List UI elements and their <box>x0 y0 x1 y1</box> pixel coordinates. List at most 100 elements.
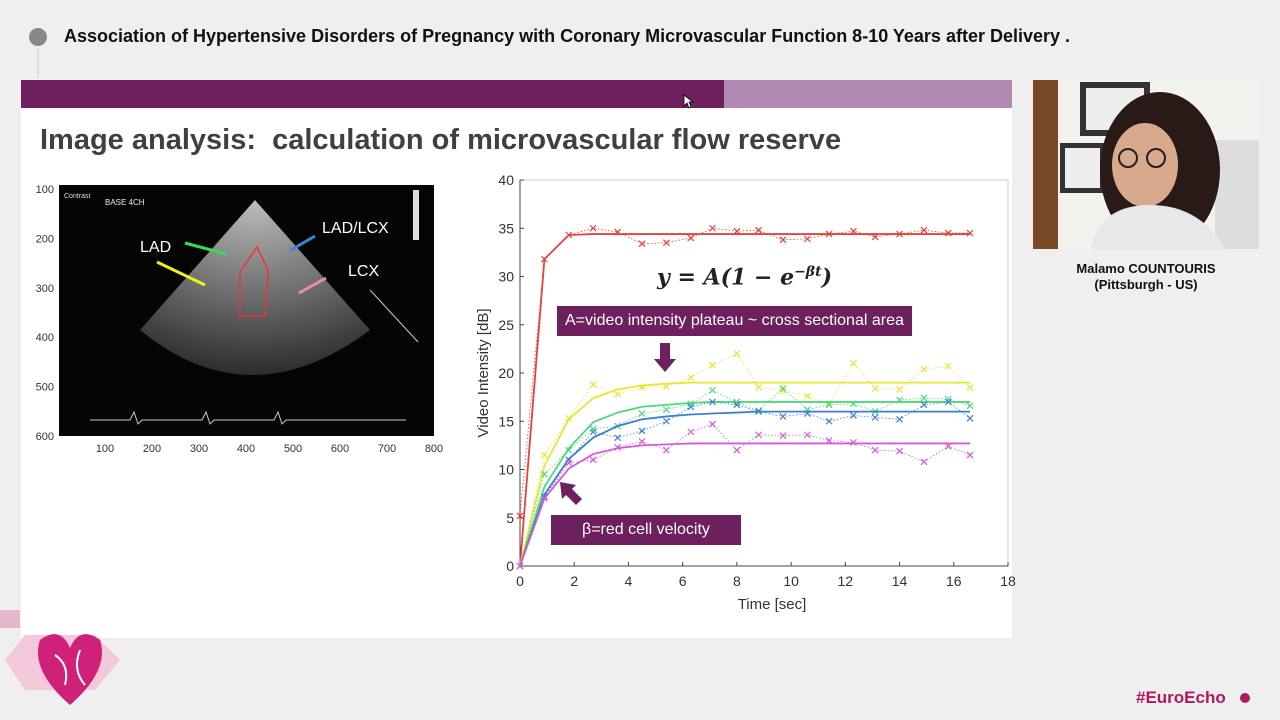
data-point <box>589 428 597 436</box>
data-point <box>709 361 716 369</box>
data-point <box>614 434 622 442</box>
x-tick-label: 10 <box>783 573 799 589</box>
y-tick-label: 40 <box>498 172 514 188</box>
data-point <box>565 456 573 464</box>
fit-line <box>519 401 971 567</box>
data-point <box>662 239 670 247</box>
arrow <box>654 343 676 372</box>
data-point <box>966 402 974 410</box>
data-point <box>944 442 952 450</box>
echo-y-tick-label: 400 <box>36 332 54 344</box>
data-point <box>733 350 741 358</box>
fit-line <box>519 233 971 567</box>
data-line <box>519 423 971 567</box>
data-point <box>687 428 695 436</box>
data-point <box>803 392 811 400</box>
data-point <box>662 383 670 390</box>
data-point <box>687 374 695 382</box>
data-point <box>516 562 524 570</box>
data-point <box>565 231 573 239</box>
x-tick-label: 2 <box>570 573 578 589</box>
data-point <box>825 401 833 409</box>
data-point <box>733 398 741 406</box>
data-point <box>871 413 879 421</box>
slide-bar <box>21 80 724 108</box>
data-point <box>638 427 646 435</box>
data-point <box>540 495 548 502</box>
data-point <box>755 226 763 234</box>
data-point <box>540 493 548 500</box>
data-point <box>755 431 763 439</box>
data-point <box>779 385 787 392</box>
echo-x-tick-label: 200 <box>143 443 161 455</box>
y-tick-label: 0 <box>506 558 514 574</box>
echo-label: LAD/LCX <box>322 220 389 237</box>
data-point <box>896 396 903 404</box>
fit-line <box>519 410 971 567</box>
echo-image: Contrast BASE 4CH LAD LAD/LCX LCX 100 200… <box>36 184 444 455</box>
data-point <box>687 400 695 408</box>
hashtag-dot <box>1240 693 1250 703</box>
data-point <box>871 385 879 392</box>
data-point <box>871 446 879 454</box>
bullet <box>29 28 47 46</box>
data-point <box>850 227 857 235</box>
data-point <box>709 398 716 406</box>
data-point <box>540 470 548 478</box>
data-point <box>896 415 903 423</box>
data-point <box>755 384 763 391</box>
echo-x-tick-label: 600 <box>331 443 349 455</box>
x-tick-label: 8 <box>733 573 741 589</box>
arrow <box>560 482 582 505</box>
data-point <box>966 414 974 422</box>
data-point <box>944 362 952 370</box>
data-point <box>803 235 811 243</box>
data-point <box>825 437 833 444</box>
data-point <box>779 432 787 440</box>
data-point <box>589 456 597 464</box>
data-point <box>966 451 974 459</box>
presentation-title: Association of Hypertensive Disorders of… <box>64 26 1071 46</box>
formula-part: (1 − e <box>720 264 795 291</box>
echo-y-tick-label: 200 <box>36 233 54 245</box>
data-point <box>733 446 741 454</box>
data-point <box>565 446 573 454</box>
echo-y-tick-label: 100 <box>36 184 54 196</box>
data-point <box>589 224 597 232</box>
echo-x-tick-label: 500 <box>284 443 302 455</box>
data-point <box>850 412 857 419</box>
y-tick-label: 15 <box>498 413 514 429</box>
data-point <box>803 410 811 417</box>
data-point <box>687 234 695 242</box>
x-tick-label: 14 <box>892 573 908 589</box>
data-point <box>803 431 811 439</box>
data-point <box>662 446 670 454</box>
x-tick-label: 16 <box>946 573 962 589</box>
y-tick-label: 30 <box>498 269 514 285</box>
data-point <box>614 443 622 451</box>
y-axis-label: Video Intensity [dB] <box>475 309 492 438</box>
slide-bar-light <box>724 80 1012 108</box>
echo-x-tick-label: 800 <box>425 443 443 455</box>
data-point <box>944 398 952 406</box>
y-tick-label: 35 <box>498 220 514 236</box>
fit-line <box>519 381 971 567</box>
data-point <box>871 233 879 241</box>
chart: 0 5 10 15 20 25 30 35 40 0 2 4 6 8 10 12 14 16 18 Time [sec… <box>475 172 1016 613</box>
data-line <box>519 387 971 567</box>
data-point <box>850 359 857 367</box>
data-line <box>519 353 971 567</box>
data-point <box>733 227 741 235</box>
logo <box>0 610 120 705</box>
data-point <box>920 458 928 466</box>
annotation: β=red cell velocity <box>551 515 741 545</box>
data-point <box>565 459 573 467</box>
echo-x-tick-label: 700 <box>378 443 396 455</box>
formula-part: ) <box>821 264 832 291</box>
data-point <box>896 230 903 238</box>
y-tick-label: 5 <box>506 510 514 526</box>
data-point <box>662 417 670 425</box>
y-tick-label: 20 <box>498 365 514 381</box>
speaker-video <box>1033 80 1259 249</box>
